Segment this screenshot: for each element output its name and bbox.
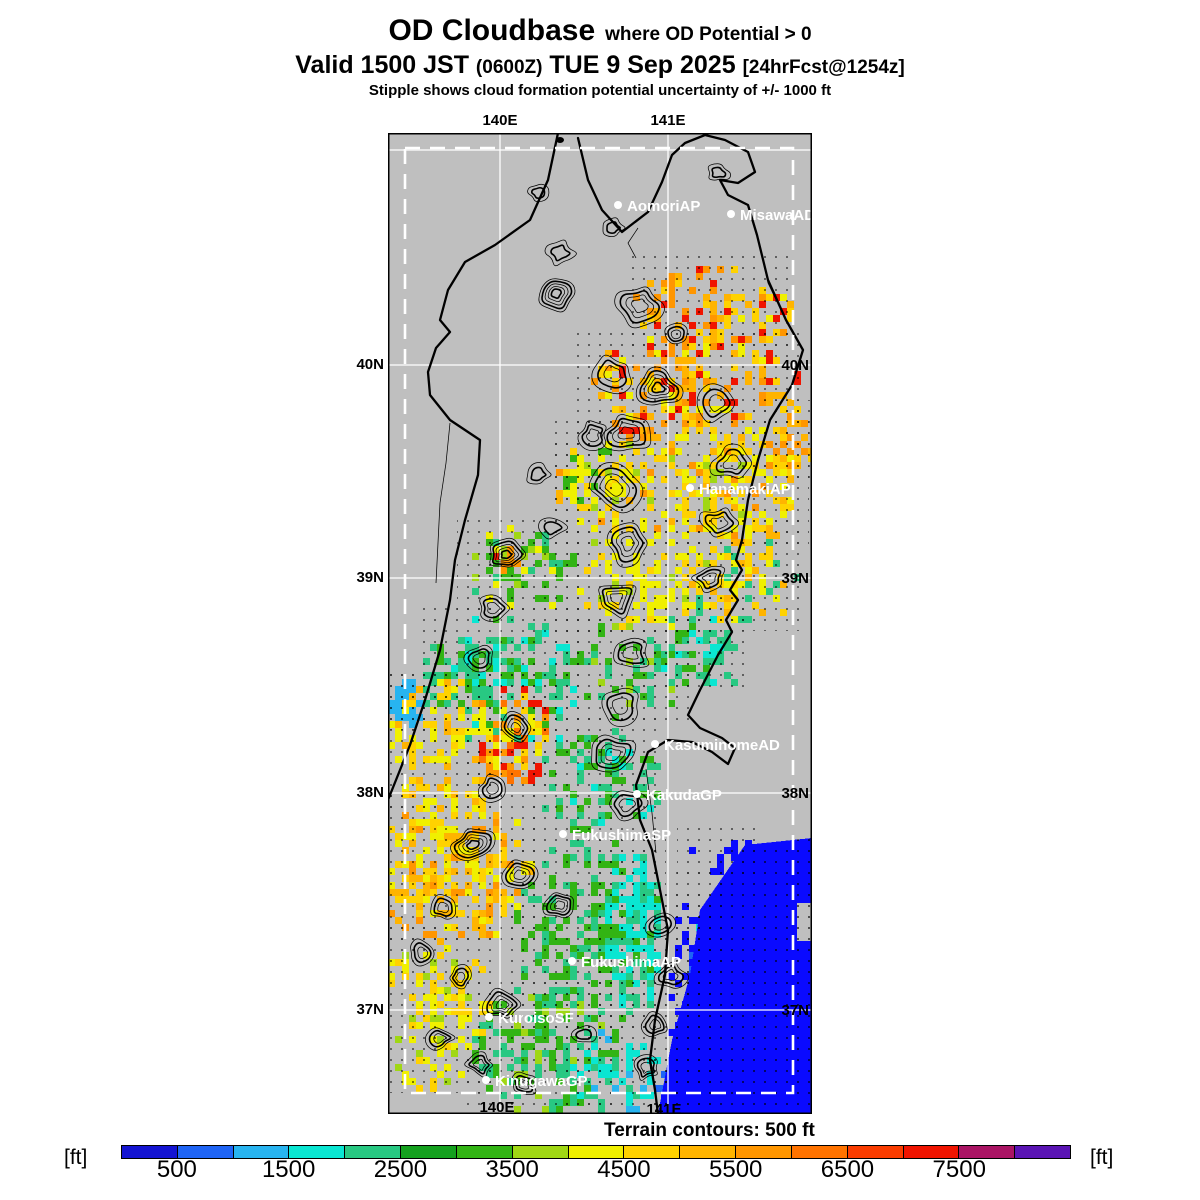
header: OD Cloudbase where OD Potential > 0 Valid…: [0, 14, 1200, 100]
colorbar-segment: [736, 1146, 792, 1158]
station-marker: [633, 790, 641, 798]
colorbar-segment: [289, 1146, 346, 1158]
lat-label-left-37n: 37N: [356, 1001, 384, 1018]
station-label: FukushimaSP: [572, 827, 671, 844]
station-label: KuroisoSF: [498, 1010, 574, 1027]
latlon-gridlines: [389, 134, 811, 1113]
map-frame: [388, 133, 812, 1114]
title-line: OD Cloudbase where OD Potential > 0: [0, 14, 1200, 49]
page-title: OD Cloudbase: [388, 14, 596, 47]
station-marker: [485, 1013, 493, 1021]
colorbar-segment: [456, 1146, 513, 1158]
colorbar-tick-label: 3500: [485, 1156, 539, 1183]
lat-label-right: 39N: [781, 570, 809, 587]
station-marker: [568, 957, 576, 965]
station-label: HanamakiAP: [699, 481, 791, 498]
lat-label-left-39n: 39N: [356, 569, 384, 586]
colorbar-segment: [903, 1146, 960, 1158]
colorbar-tick-label: 4500: [597, 1156, 651, 1183]
lon-label-top-140e: 140E: [482, 112, 518, 129]
station-marker: [614, 201, 622, 209]
colorbar-tick-label: 7500: [932, 1156, 986, 1183]
title-qualifier: where OD Potential > 0: [605, 24, 812, 45]
colorbar-segment: [791, 1146, 848, 1158]
colorbar-segment: [959, 1146, 1016, 1158]
station-marker: [727, 210, 735, 218]
colorbar-unit-right: [ft]: [1090, 1146, 1114, 1169]
model-domain-dashed-boundary: [403, 146, 795, 1095]
colorbar-segment: [177, 1146, 234, 1158]
colorbar-tick-label: 2500: [373, 1156, 428, 1183]
colorbar-segment: [568, 1146, 625, 1158]
colorbar-segment: [680, 1146, 737, 1158]
valid-forecast: [24hrFcst@1254z]: [742, 56, 905, 78]
lat-labels-right: 40N 39N 38N 37N: [781, 357, 809, 1019]
station-label: AomoriAP: [627, 198, 700, 215]
station-marker: [651, 740, 659, 748]
valid-zulu: (0600Z): [475, 56, 543, 78]
colorbar-tick-label: 6500: [820, 1156, 875, 1183]
colorbar-segment: [1015, 1146, 1071, 1158]
stations: AomoriAP MisawaAD HanamakiAP KasuminomeAD Ka…: [482, 198, 812, 1090]
colorbar-tick-label: 500: [156, 1156, 197, 1183]
lon-labels-bottom: 140E 141E: [479, 1099, 681, 1114]
colorbar-segment: [401, 1146, 457, 1158]
lat-label-right: 38N: [781, 785, 809, 802]
stipple-note: Stipple shows cloud formation potential …: [368, 82, 832, 100]
terrain-contour-note: Terrain contours: 500 ft: [604, 1120, 815, 1141]
colorbar-unit-left: [ft]: [64, 1146, 88, 1169]
lon-label-bottom: 141E: [646, 1101, 681, 1114]
coastline: [389, 134, 805, 1113]
small-island: [556, 137, 564, 143]
lon-label-bottom: 140E: [479, 1099, 514, 1114]
colorbar-tick-label: 1500: [261, 1156, 316, 1183]
colorbar-segment: [345, 1146, 402, 1158]
station-label: KinugawaGP: [495, 1073, 588, 1090]
valid-date: TUE 9 Sep 2025: [549, 50, 736, 79]
map-svg: 40N 39N 38N 37N 140E 141E AomoriAP MisawaAD Ha…: [388, 133, 812, 1114]
station-label: MisawaAD: [740, 207, 812, 224]
colorbar-segment: [847, 1146, 904, 1158]
valid-prefix: Valid 1500 JST: [295, 50, 469, 79]
valid-line: Valid 1500 JST (0600Z) TUE 9 Sep 2025 [2…: [0, 51, 1200, 80]
lat-label-left-40n: 40N: [356, 356, 384, 373]
lat-label-right: 40N: [781, 357, 809, 374]
colorbar-tick-label: 5500: [709, 1156, 763, 1183]
station-label: KasuminomeAD: [664, 737, 780, 754]
station-label: KakudaGP: [646, 787, 722, 804]
station-marker: [482, 1076, 490, 1084]
lat-label-left-38n: 38N: [356, 784, 384, 801]
lat-label-right: 37N: [781, 1002, 809, 1019]
colorbar-segment: [233, 1146, 290, 1158]
map: 40N 39N 38N 37N 140E 141E AomoriAP MisawaAD Ha…: [388, 133, 812, 1114]
colorbar-segment: [122, 1146, 178, 1158]
station-label: FukushimaAP: [581, 954, 681, 971]
station-marker: [686, 484, 694, 492]
lon-label-top-141e: 141E: [650, 112, 686, 129]
colorbar-segment: [512, 1146, 569, 1158]
colorbar-segment: [624, 1146, 681, 1158]
cloudbase-colorbar: [121, 1145, 1071, 1159]
station-marker: [559, 830, 567, 838]
